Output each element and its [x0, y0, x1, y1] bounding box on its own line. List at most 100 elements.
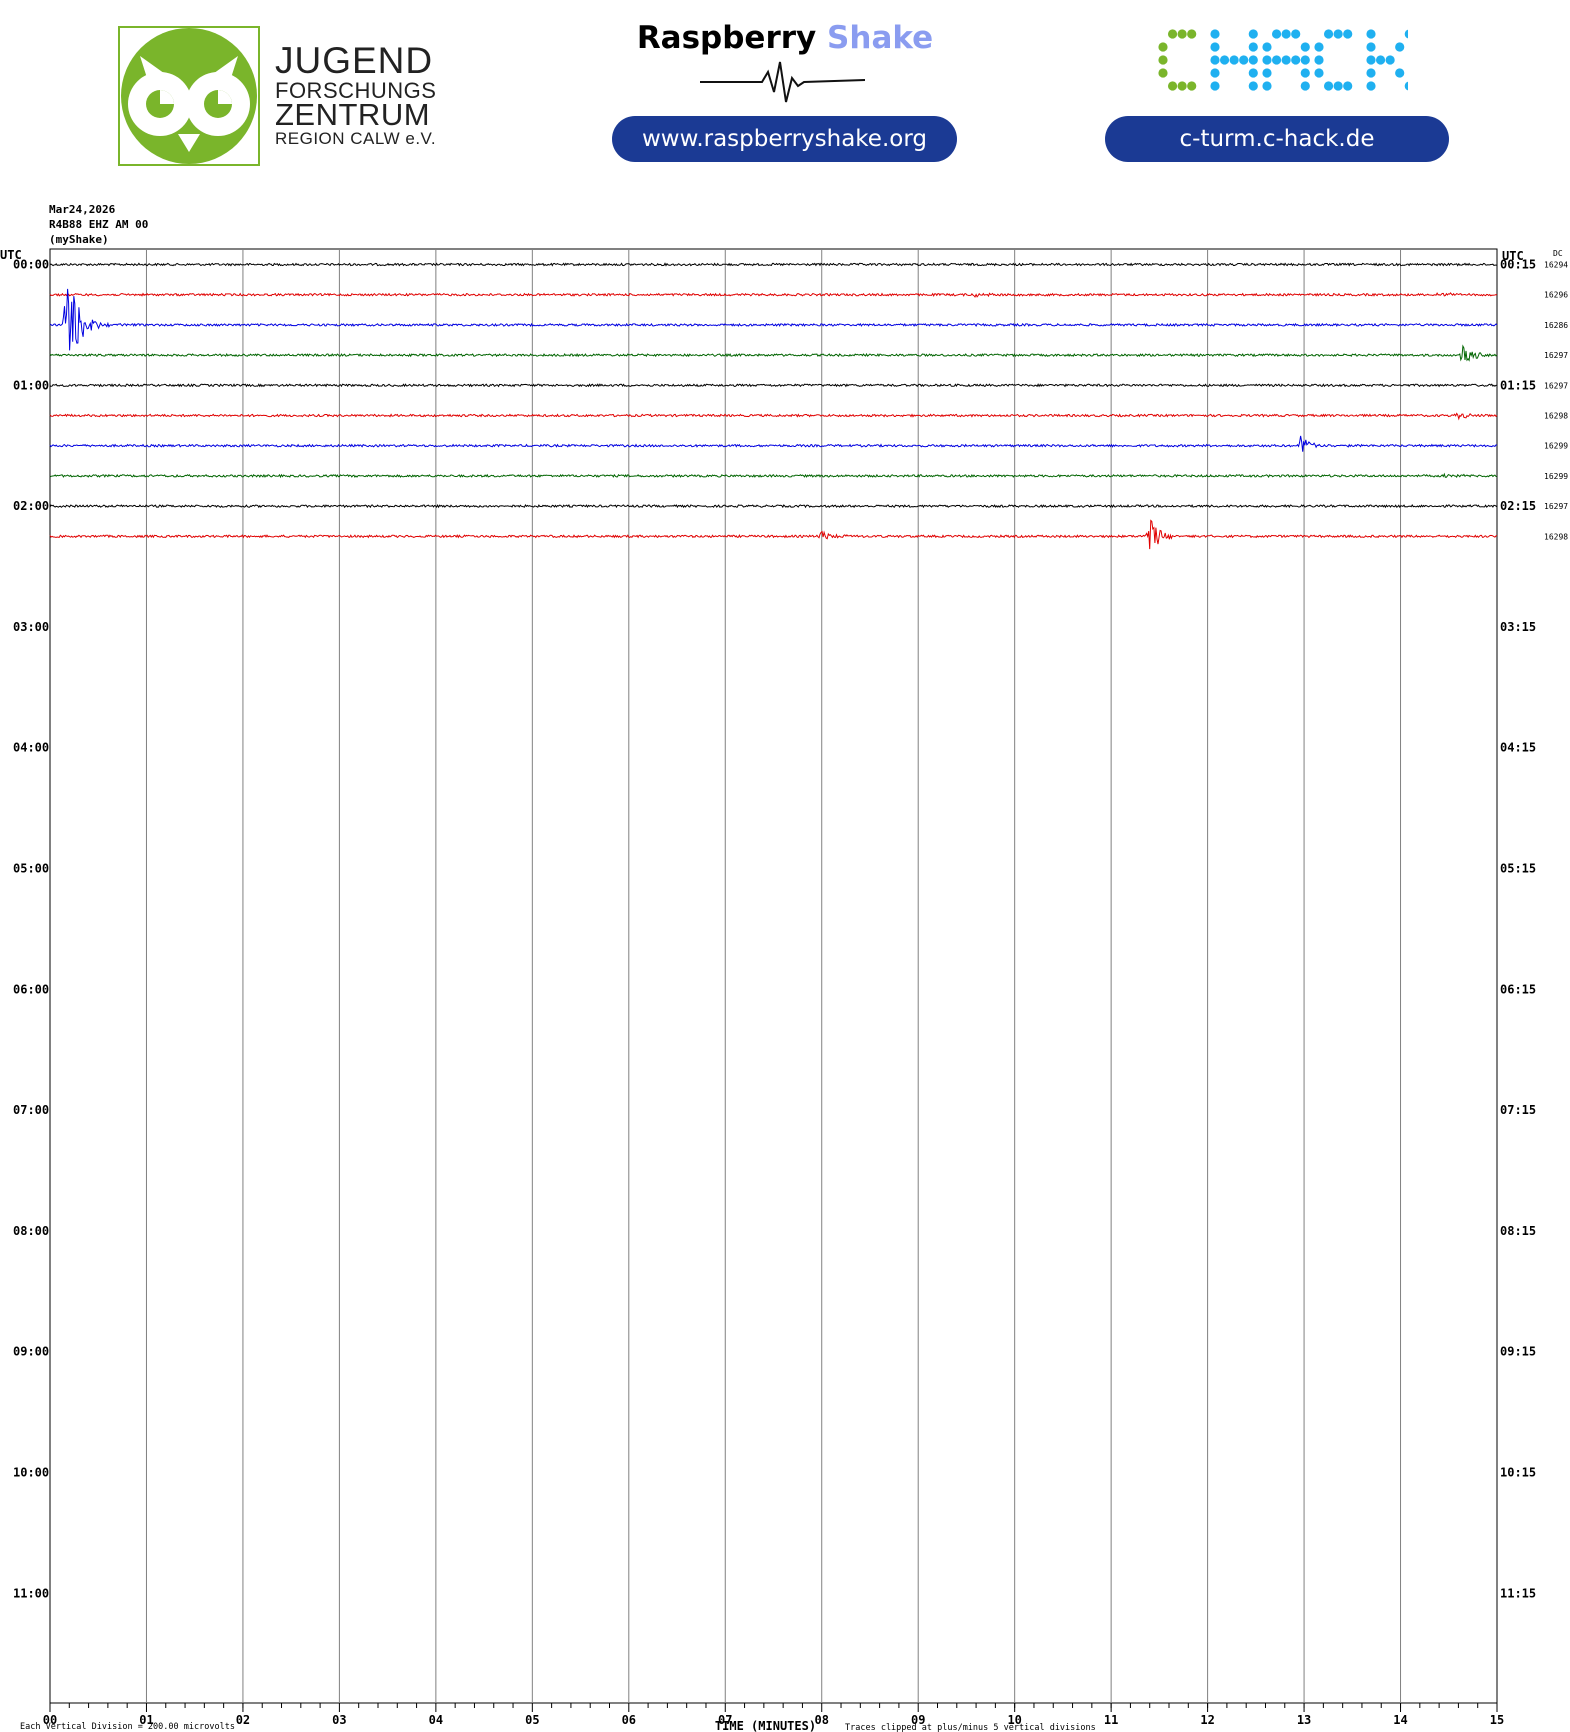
hour-label-left: 03:00 — [13, 620, 49, 634]
chack-dot — [1281, 29, 1291, 39]
dc-value: 16299 — [1544, 442, 1568, 451]
trace-line — [49, 383, 1498, 388]
chack-dot — [1167, 29, 1178, 39]
x-tick-label: 05 — [525, 1713, 539, 1727]
chack-dot — [1239, 55, 1249, 65]
hour-label-right: 08:15 — [1500, 1224, 1536, 1238]
chack-dot — [1248, 55, 1258, 65]
chack-dot — [1343, 29, 1353, 39]
hour-label-right: 05:15 — [1500, 862, 1536, 876]
dc-value: 16296 — [1544, 291, 1568, 300]
trace-line — [49, 503, 1498, 509]
hour-label-left: 01:00 — [13, 378, 49, 392]
left-utc-label: UTC — [0, 248, 22, 262]
dc-value: 16299 — [1544, 472, 1568, 481]
trace-line — [49, 472, 1498, 479]
trace-line — [49, 344, 1498, 362]
chack-dot — [1395, 68, 1405, 78]
hour-label-right: 07:15 — [1500, 1103, 1536, 1117]
chack-dot — [1248, 68, 1258, 78]
chack-dot — [1210, 42, 1220, 52]
trace-line — [49, 292, 1498, 298]
chack-dot — [1300, 81, 1310, 91]
chack-dot — [1187, 81, 1197, 91]
seismic-wave-icon — [700, 61, 865, 103]
chack-dot — [1366, 29, 1376, 39]
x-axis-label: TIME (MINUTES) — [715, 1719, 816, 1732]
hour-label-left: 05:00 — [13, 862, 49, 876]
jfz-line3: ZENTRUM — [275, 97, 431, 132]
chack-logo — [1158, 29, 1408, 91]
x-tick-label: 15 — [1490, 1713, 1504, 1727]
chack-dot — [1158, 55, 1168, 65]
chack-dot — [1366, 81, 1376, 91]
hour-label-right: 02:15 — [1500, 499, 1536, 513]
x-tick-label: 00 — [43, 1713, 57, 1727]
chack-dot — [1248, 81, 1258, 91]
dc-value: 16298 — [1544, 532, 1568, 541]
hour-label-left: 00:00 — [13, 258, 49, 272]
hour-label-right: 04:15 — [1500, 741, 1536, 755]
chack-dot — [1300, 68, 1310, 78]
hour-label-left: 07:00 — [13, 1103, 49, 1117]
chack-dot — [1229, 55, 1239, 65]
jfz-line4: REGION CALW e.V. — [275, 129, 437, 148]
chack-dot — [1366, 42, 1376, 52]
hour-label-right: 06:15 — [1500, 982, 1536, 996]
chack-dot — [1262, 42, 1272, 52]
hour-label-right: 10:15 — [1500, 1466, 1536, 1480]
footer-left: Each Vertical Division = 200.00 microvol… — [20, 1722, 235, 1732]
chack-dot — [1177, 81, 1187, 91]
chack-dot — [1291, 29, 1301, 39]
chack-dot — [1300, 42, 1310, 52]
trace-line — [49, 262, 1497, 267]
x-tick-label: 07 — [718, 1713, 732, 1727]
chack-dot — [1404, 81, 1408, 91]
chack-dot — [1271, 55, 1282, 65]
chack-dot — [1210, 81, 1220, 91]
trace-line — [49, 288, 1498, 351]
station-id: R4B88 EHZ AM 00 — [49, 218, 149, 231]
hour-label-right: 11:15 — [1500, 1586, 1536, 1600]
chack-dot — [1219, 55, 1230, 65]
rs-title-b: Shake — [827, 20, 934, 56]
chack-dot — [1333, 29, 1343, 39]
chack-dot — [1343, 81, 1353, 91]
dc-header: DC — [1553, 249, 1563, 258]
chack-dot — [1333, 81, 1343, 91]
chack-dot — [1210, 29, 1220, 39]
chack-dot — [1262, 81, 1272, 91]
x-tick-label: 03 — [332, 1713, 346, 1727]
chack-dot — [1375, 55, 1386, 65]
chack-dot — [1187, 29, 1197, 39]
chack-dot — [1248, 29, 1258, 39]
chack-url-link[interactable]: c-turm.c-hack.de — [1105, 116, 1449, 162]
hour-label-right: 03:15 — [1500, 620, 1536, 634]
chack-dot — [1300, 55, 1310, 65]
chack-dot — [1158, 42, 1168, 52]
hour-label-left: 06:00 — [13, 982, 49, 996]
dc-value: 16297 — [1544, 351, 1568, 360]
chack-dot — [1248, 42, 1258, 52]
hour-label-left: 08:00 — [13, 1224, 49, 1238]
hour-label-right: 09:15 — [1500, 1345, 1536, 1359]
x-tick-label: 14 — [1393, 1713, 1407, 1727]
hour-label-left: 10:00 — [13, 1466, 49, 1480]
hour-label-left: 11:00 — [13, 1586, 49, 1600]
chack-dot — [1291, 55, 1301, 65]
trace-line — [49, 412, 1498, 421]
jfz-line1: JUGEND — [275, 40, 434, 81]
chack-dot — [1210, 68, 1220, 78]
chack-dot — [1210, 55, 1220, 65]
chack-dot — [1158, 68, 1168, 78]
hour-label-left: 02:00 — [13, 499, 49, 513]
chack-dot — [1262, 68, 1272, 78]
jfz-owl-logo — [118, 26, 260, 166]
plot-date: Mar24,2026 — [49, 203, 116, 216]
hour-label-left: 04:00 — [13, 741, 49, 755]
x-tick-label: 09 — [911, 1713, 925, 1727]
raspberry-shake-url-link[interactable]: www.raspberryshake.org — [612, 116, 957, 162]
hour-label-right: 00:15 — [1500, 258, 1536, 272]
chack-dot — [1385, 55, 1395, 65]
